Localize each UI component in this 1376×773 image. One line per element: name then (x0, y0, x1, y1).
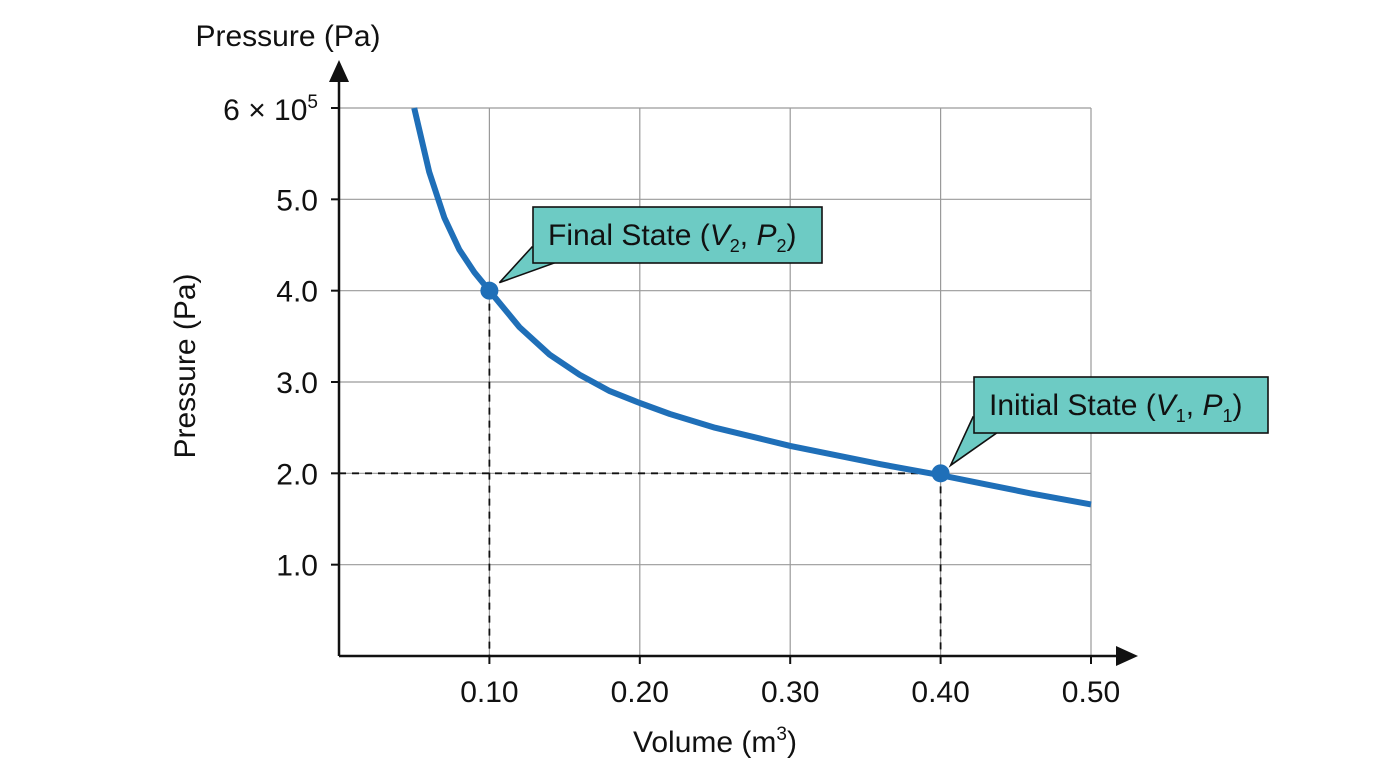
callout-subscript: 2 (776, 236, 786, 256)
tick-labels: 0.10 0.20 0.30 0.40 0.50 1.0 2.0 3.0 4.0 5.0 (276, 107, 1120, 709)
x-tick-label: 0.20 (611, 676, 669, 709)
x-tick-label: 0.50 (1062, 676, 1120, 709)
x-axis-title-main: Volume (m (633, 726, 776, 759)
callout-text-part: P (1202, 389, 1222, 422)
reference-lines (339, 290, 942, 656)
x-axis-title-sup: 3 (776, 724, 787, 745)
y-tick-label: 1.0 (276, 550, 318, 583)
callout-subscript: 1 (1222, 406, 1232, 426)
pressure-volume-curve (411, 107, 1092, 508)
callout-text-part: Final State ( (548, 219, 710, 252)
callout-text-part: ) (1232, 389, 1242, 422)
callouts: Final State (V2, P2)Initial State (V1, P… (498, 206, 1269, 468)
y-axis-title: Pressure (Pa) (169, 273, 202, 458)
callout-text-part: V (1156, 389, 1179, 422)
y-tick-label-top-base: 6 × 10 (223, 94, 307, 127)
state-point-initial-state (931, 464, 950, 483)
x-axis-title: Volume (m3) (633, 724, 797, 759)
callout-text-part: P (756, 219, 776, 252)
x-axis-title-close: ) (787, 726, 797, 759)
callout-box (532, 206, 823, 264)
callout-initial-state: Initial State (V1, P1) (948, 376, 1269, 468)
x-tick-label: 0.30 (761, 676, 819, 709)
callout-seam (975, 417, 997, 432)
y-tick-label-top-exp: 5 (307, 92, 318, 113)
x-tick-label: 0.40 (911, 676, 969, 709)
x-tick-label: 0.10 (460, 676, 518, 709)
y-tick-label: 5.0 (276, 184, 318, 217)
y-tick-label: 3.0 (276, 367, 318, 400)
callout-text-part: Initial State ( (989, 389, 1156, 422)
callout-label: Initial State (V1, P1) (989, 389, 1242, 426)
callout-seam (534, 247, 556, 262)
callout-text-part: V (710, 219, 733, 252)
y-axis-arrow (329, 60, 349, 82)
state-points (480, 281, 950, 483)
y-tick-label-top: 6 × 105 (223, 92, 318, 127)
state-point-final-state (480, 281, 499, 300)
x-axis-arrow (1116, 646, 1138, 666)
y-tick-label: 4.0 (276, 276, 318, 309)
callout-text-part: ) (786, 219, 796, 252)
callout-text-part: , (740, 219, 757, 252)
series (411, 107, 1092, 508)
y-tick-label: 2.0 (276, 458, 318, 491)
callout-final-state: Final State (V2, P2) (498, 206, 823, 284)
callout-text-part: , (1186, 389, 1203, 422)
callout-box (973, 376, 1269, 434)
top-axis-label: Pressure (Pa) (195, 20, 380, 53)
callout-subscript: 1 (1176, 406, 1186, 426)
callout-label: Final State (V2, P2) (548, 219, 796, 256)
callout-subscript: 2 (730, 236, 740, 256)
axes (329, 60, 1138, 666)
